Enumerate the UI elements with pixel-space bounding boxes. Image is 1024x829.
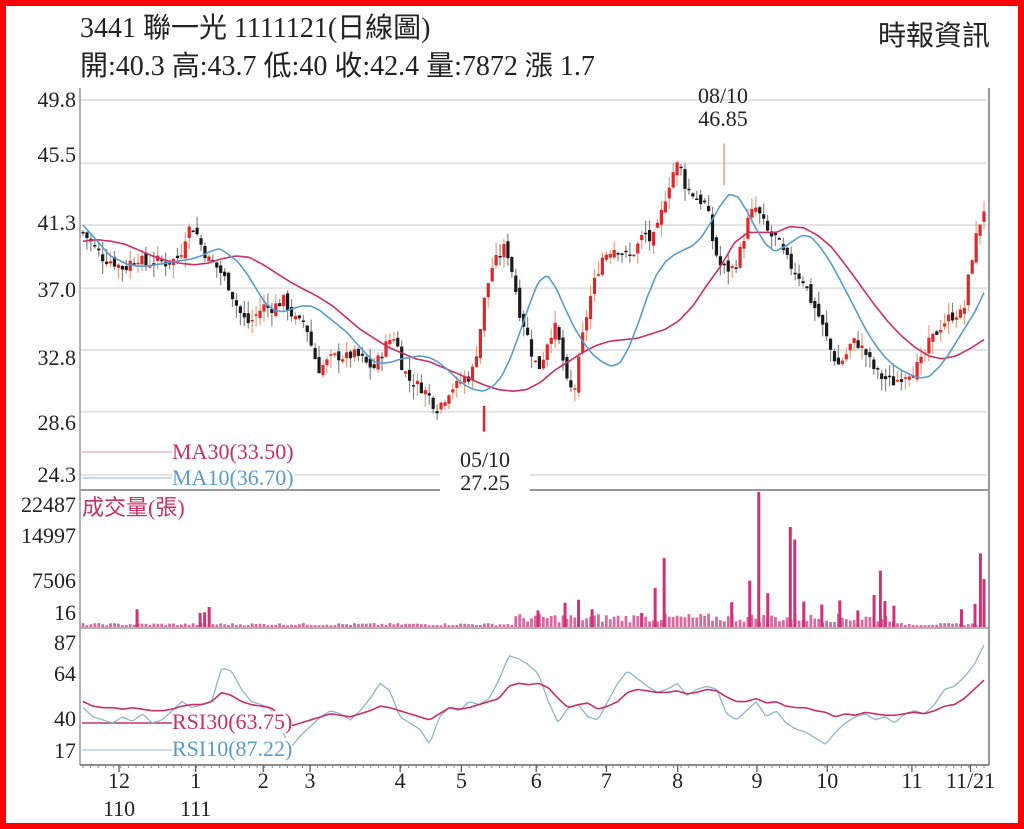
x-tick-month: 12 bbox=[108, 768, 131, 793]
legend-rsi10: RSI10(87.22) bbox=[172, 736, 293, 761]
low-value: 27.25 bbox=[440, 471, 530, 494]
price-tick: 28.6 bbox=[37, 410, 77, 435]
high-value: 46.85 bbox=[698, 106, 748, 132]
x-tick-month: 7 bbox=[600, 768, 612, 793]
legend-ma30: MA30(33.50) bbox=[172, 439, 294, 464]
high-annotation: 08/10 46.85 bbox=[678, 84, 768, 130]
x-tick-month: 5 bbox=[455, 768, 467, 793]
rsi-tick: 87 bbox=[54, 630, 76, 655]
volume-tick: 22487 bbox=[21, 492, 76, 517]
x-tick-year: 111 bbox=[179, 796, 212, 821]
ohlc-summary: 開:40.3 高:43.7 低:40 收:42.4 量:7872 漲 1.7 bbox=[80, 51, 595, 82]
x-tick-month: 3 bbox=[304, 768, 316, 793]
x-tick-month: 10 bbox=[816, 768, 839, 793]
volume-tick: 14997 bbox=[21, 523, 76, 548]
low-annotation: 05/10 27.25 bbox=[440, 448, 530, 494]
price-tick: 49.8 bbox=[37, 87, 77, 112]
x-tick-month: 11/21 bbox=[945, 768, 996, 793]
price-tick: 37.0 bbox=[37, 277, 77, 302]
high-date: 08/10 bbox=[697, 83, 749, 108]
chart-title: 3441 聯一光 1111121(日線圖) bbox=[80, 13, 431, 44]
price-tick: 41.3 bbox=[37, 210, 77, 235]
legend-ma10: MA10(36.70) bbox=[172, 465, 294, 490]
x-tick-month: 4 bbox=[394, 768, 406, 793]
price-tick: 32.8 bbox=[37, 345, 77, 370]
x-tick-month: 2 bbox=[257, 768, 269, 793]
x-tick-month: 1 bbox=[190, 768, 202, 793]
volume-title: 成交量(張) bbox=[82, 495, 185, 520]
x-tick-year: 110 bbox=[102, 796, 136, 821]
low-date: 05/10 bbox=[459, 447, 511, 472]
rsi-tick: 17 bbox=[54, 738, 76, 763]
rsi-tick: 64 bbox=[54, 661, 76, 686]
rsi-tick: 40 bbox=[54, 706, 76, 731]
brand-label: 時報資訊 bbox=[877, 21, 990, 52]
x-tick-month: 9 bbox=[751, 768, 763, 793]
x-tick-month: 8 bbox=[672, 768, 684, 793]
x-tick-month: 6 bbox=[530, 768, 542, 793]
volume-tick: 16 bbox=[54, 600, 76, 625]
x-tick-month: 11 bbox=[901, 768, 923, 793]
price-tick: 24.3 bbox=[37, 462, 77, 487]
volume-tick: 7506 bbox=[32, 568, 76, 593]
price-tick: 45.5 bbox=[37, 142, 77, 167]
legend-rsi30: RSI30(63.75) bbox=[172, 709, 293, 734]
